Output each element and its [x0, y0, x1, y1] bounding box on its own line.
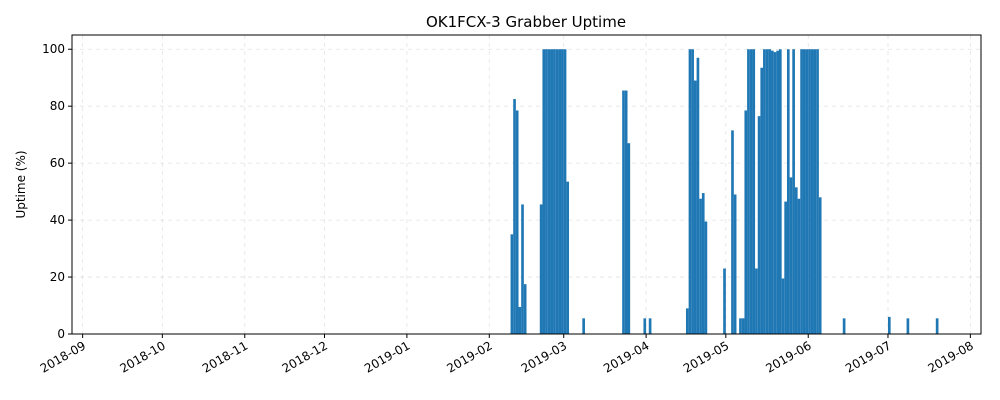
bar [515, 110, 519, 334]
x-tick-label: 2019-06 [763, 338, 813, 375]
y-tick-label: 20 [50, 270, 65, 284]
bar [757, 116, 761, 335]
bar [693, 80, 697, 334]
bar [558, 49, 562, 334]
bar [523, 284, 527, 334]
bar [582, 318, 585, 334]
x-tick-label: 2019-07 [843, 338, 893, 375]
bar [792, 49, 795, 334]
bar [542, 49, 546, 334]
bar [731, 130, 734, 334]
y-tick-label: 60 [50, 156, 65, 170]
bar [688, 49, 692, 334]
bar [643, 318, 647, 334]
bar [789, 177, 793, 334]
bar [547, 49, 551, 334]
x-tick-label: 2018-11 [200, 338, 250, 375]
bar [816, 49, 819, 334]
bar [696, 57, 700, 335]
bar [563, 49, 567, 334]
chart-title: OK1FCX-3 Grabber Uptime [426, 13, 626, 31]
bar [701, 193, 705, 334]
bar [733, 194, 737, 334]
bar [691, 49, 694, 334]
y-tick-label: 100 [42, 42, 65, 56]
bar [786, 49, 790, 334]
bar [747, 49, 750, 334]
x-tick-label: 2019-02 [444, 338, 494, 375]
bar [739, 318, 742, 334]
bar [842, 318, 846, 334]
x-tick-label: 2018-09 [38, 338, 88, 375]
bar [760, 67, 764, 334]
bar [553, 49, 556, 334]
bar [723, 268, 726, 334]
bar [685, 308, 689, 334]
x-tick-label: 2019-03 [519, 338, 569, 375]
bar [510, 234, 514, 334]
bar [784, 201, 787, 334]
y-axis: 0 20 40 60 80 100 [42, 42, 72, 341]
bar [765, 49, 769, 334]
bar [704, 221, 708, 334]
bar [773, 52, 777, 334]
bar [781, 278, 785, 334]
x-tick-label: 2019-05 [681, 338, 731, 375]
bar [752, 49, 756, 334]
x-tick-label: 2018-12 [280, 338, 330, 375]
bar [545, 49, 548, 334]
x-tick-label: 2019-04 [601, 338, 651, 375]
bar [741, 318, 745, 334]
x-axis: 2018-09 2018-10 2018-11 2018-12 2019-01 2019-… [38, 334, 976, 376]
bar [648, 318, 652, 334]
bar [550, 49, 554, 334]
x-tick-label: 2018-10 [117, 338, 167, 375]
y-tick-label: 80 [50, 99, 65, 113]
bar [624, 90, 628, 335]
bar [808, 49, 811, 334]
y-tick-label: 0 [57, 327, 65, 341]
bar [935, 318, 939, 334]
bar [566, 181, 570, 334]
bar [887, 316, 891, 334]
bar [755, 268, 758, 334]
plot-frame [71, 34, 982, 335]
bar [768, 49, 772, 334]
bar [771, 50, 774, 335]
bar [561, 49, 564, 334]
bar [800, 49, 803, 334]
bar [810, 49, 814, 334]
bar [622, 90, 625, 335]
x-tick-label: 2019-01 [362, 338, 412, 375]
x-tick-label: 2019-08 [925, 338, 975, 375]
bar [805, 49, 809, 334]
bar [521, 204, 524, 334]
bar [749, 49, 753, 334]
bar [813, 49, 817, 334]
bar [555, 49, 559, 334]
bar [518, 306, 522, 334]
bar [794, 187, 798, 334]
bar [513, 99, 516, 334]
bar [539, 204, 543, 334]
y-tick-label: 40 [50, 213, 65, 227]
bar [744, 110, 748, 334]
bar [797, 198, 801, 334]
bar [776, 50, 779, 335]
bars [510, 49, 939, 335]
bar [699, 198, 702, 334]
bar [763, 49, 766, 334]
y-axis-label: Uptime (%) [14, 150, 28, 218]
bar [627, 143, 631, 334]
bar [802, 49, 806, 334]
bar [818, 197, 822, 334]
bar [906, 318, 910, 334]
bar [779, 49, 782, 334]
